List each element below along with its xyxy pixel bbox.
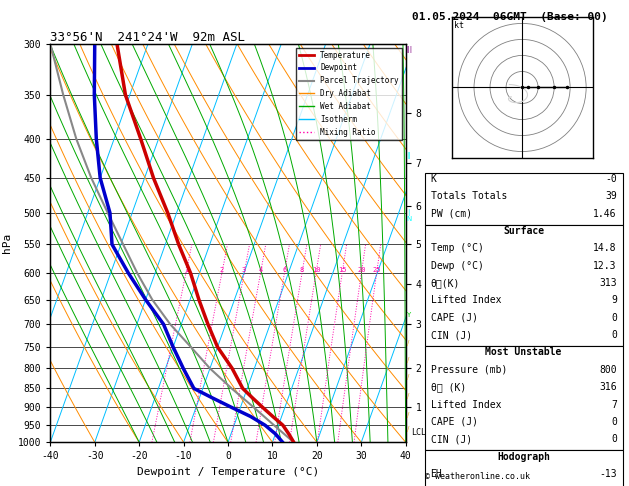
Text: 0: 0	[611, 434, 617, 444]
Text: |||: |||	[405, 46, 412, 52]
Text: Y: Y	[406, 312, 411, 318]
Text: -0: -0	[605, 174, 617, 184]
Text: 313: 313	[599, 278, 617, 288]
Text: 39: 39	[605, 191, 617, 201]
Text: © weatheronline.co.uk: © weatheronline.co.uk	[425, 472, 530, 481]
Text: 33°56'N  241°24'W  92m ASL: 33°56'N 241°24'W 92m ASL	[50, 31, 245, 44]
Text: /: /	[408, 357, 409, 363]
Text: 0: 0	[611, 330, 617, 340]
Text: 8: 8	[300, 267, 304, 273]
Text: N: N	[406, 216, 411, 223]
Text: /: /	[408, 393, 409, 399]
Text: /: /	[408, 426, 409, 432]
Bar	[425, 450, 623, 486]
Text: ||: ||	[406, 152, 411, 158]
Text: /: /	[408, 340, 409, 346]
Text: 25: 25	[372, 267, 381, 273]
Text: Dewp (°C): Dewp (°C)	[430, 260, 484, 271]
Text: kt: kt	[454, 21, 464, 30]
Text: Lifted Index: Lifted Index	[430, 399, 501, 410]
Text: 9: 9	[611, 295, 617, 305]
Legend: Temperature, Dewpoint, Parcel Trajectory, Dry Adiabat, Wet Adiabat, Isotherm, Mi: Temperature, Dewpoint, Parcel Trajectory…	[296, 48, 402, 139]
Text: PW (cm): PW (cm)	[430, 208, 472, 219]
Text: |: |	[408, 209, 409, 216]
Text: 0: 0	[611, 417, 617, 427]
Text: 20: 20	[357, 267, 365, 273]
Text: CAPE (J): CAPE (J)	[430, 417, 477, 427]
Text: Hodograph: Hodograph	[497, 451, 550, 462]
Text: 4: 4	[259, 267, 263, 273]
Text: EH: EH	[430, 469, 442, 479]
Text: 6: 6	[282, 267, 287, 273]
Bar	[425, 346, 623, 450]
Text: LCL: LCL	[411, 428, 426, 437]
Text: Mixing Ratio (g/kg): Mixing Ratio (g/kg)	[452, 195, 461, 291]
Text: Pressure (mb): Pressure (mb)	[430, 365, 507, 375]
Text: 15: 15	[338, 267, 347, 273]
Text: K: K	[430, 174, 437, 184]
Text: CAPE (J): CAPE (J)	[430, 313, 477, 323]
Text: 0: 0	[611, 313, 617, 323]
Y-axis label: hPa: hPa	[3, 233, 12, 253]
Text: 2: 2	[220, 267, 224, 273]
Text: 1.46: 1.46	[593, 208, 617, 219]
Text: CIN (J): CIN (J)	[430, 434, 472, 444]
Bar	[425, 173, 623, 225]
Bar	[425, 225, 623, 346]
Text: 316: 316	[599, 382, 617, 392]
Text: 1: 1	[184, 267, 188, 273]
Text: /: /	[408, 374, 409, 380]
Y-axis label: km
ASL: km ASL	[433, 243, 451, 264]
Text: Most Unstable: Most Unstable	[486, 347, 562, 358]
Text: Temp (°C): Temp (°C)	[430, 243, 484, 253]
Text: θᴄ(K): θᴄ(K)	[430, 278, 460, 288]
Text: Lifted Index: Lifted Index	[430, 295, 501, 305]
Text: CIN (J): CIN (J)	[430, 330, 472, 340]
Text: 10: 10	[312, 267, 320, 273]
Text: 14.8: 14.8	[593, 243, 617, 253]
Text: θᴄ (K): θᴄ (K)	[430, 382, 465, 392]
Text: -13: -13	[599, 469, 617, 479]
Text: Surface: Surface	[503, 226, 544, 236]
Text: Totals Totals: Totals Totals	[430, 191, 507, 201]
Text: /: /	[408, 412, 409, 417]
Text: 01.05.2024  06GMT  (Base: 00): 01.05.2024 06GMT (Base: 00)	[412, 12, 608, 22]
Text: 12.3: 12.3	[593, 260, 617, 271]
Text: 800: 800	[599, 365, 617, 375]
Text: 3: 3	[242, 267, 247, 273]
Text: 7: 7	[611, 399, 617, 410]
X-axis label: Dewpoint / Temperature (°C): Dewpoint / Temperature (°C)	[137, 467, 319, 477]
